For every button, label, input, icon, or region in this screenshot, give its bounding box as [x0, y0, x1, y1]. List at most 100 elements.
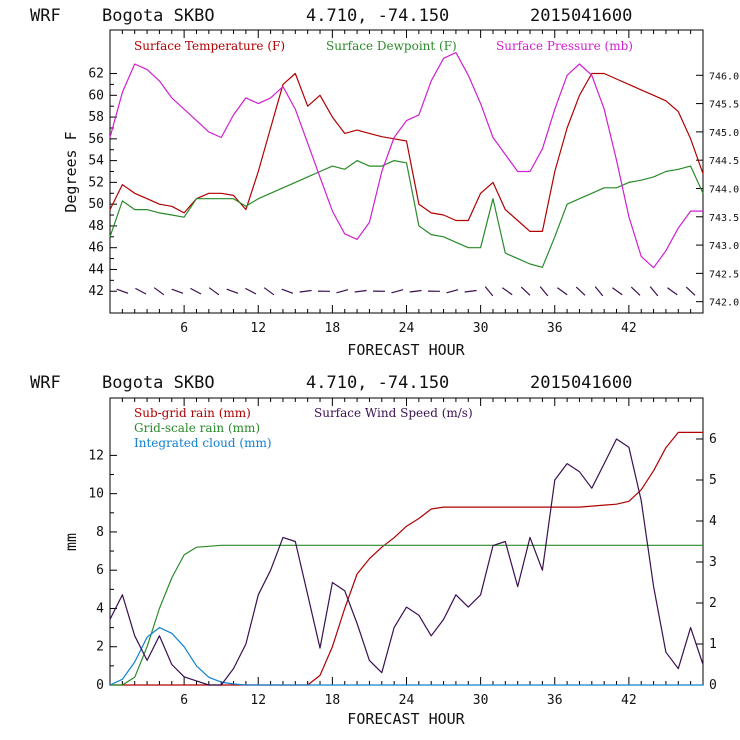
x-tick-label: 6	[180, 321, 188, 336]
wind-barb	[630, 286, 641, 296]
chart-2-xlabel: FORECAST HOUR	[347, 710, 465, 728]
y-tick-label: 4	[96, 601, 104, 616]
wind-barb	[116, 288, 129, 294]
wind-barb	[612, 287, 623, 296]
y-tick-label: 50	[88, 197, 104, 212]
x-tick-label: 18	[325, 321, 341, 336]
wind-barb	[208, 287, 220, 296]
y-tick-label: 10	[88, 487, 104, 502]
y-tick-label: 54	[88, 154, 104, 169]
legend-entry-3: Integrated cloud (mm)	[134, 436, 272, 450]
wind-barb	[153, 287, 165, 296]
wind-barb	[391, 289, 404, 294]
x-tick-label: 12	[250, 693, 266, 708]
wind-barb	[594, 286, 604, 297]
legend-entry-1: Surface Temperature (F)	[134, 39, 285, 53]
series-line-1	[109, 72, 704, 232]
series-line-3	[109, 626, 703, 686]
y2-tick-label: 1	[709, 637, 717, 652]
series-line-4	[109, 438, 704, 686]
wind-barb	[649, 286, 659, 297]
wind-barb	[336, 289, 349, 294]
y-tick-label: 6	[96, 563, 104, 578]
y-tick-label: 0	[96, 678, 104, 693]
legend-entry-3: Surface Pressure (mb)	[496, 39, 633, 53]
wind-barb	[245, 287, 257, 295]
y-tick-label: 52	[88, 175, 104, 190]
x-tick-label: 18	[325, 693, 341, 708]
x-tick-label: 42	[621, 321, 637, 336]
chart-2-coords: 4.710, -74.150	[306, 373, 449, 393]
y2-tick-label: 742.0	[709, 298, 739, 309]
x-tick-label: 42	[621, 693, 637, 708]
chart-2-header: WRF Bogota SKBO 4.710, -74.150 201504160…	[30, 373, 632, 393]
y2-tick-label: 0	[709, 678, 717, 693]
chart-1-site: Bogota SKBO	[102, 6, 215, 26]
chart-1-model: WRF	[30, 6, 61, 26]
y2-tick-label: 4	[709, 514, 717, 529]
y2-tick-label: 745.5	[709, 100, 739, 111]
wind-barb	[575, 286, 586, 296]
wind-barb	[263, 287, 275, 296]
chart-1-ylabel: Degrees F	[62, 131, 80, 212]
chart-1-xlabel: FORECAST HOUR	[347, 341, 465, 359]
y-tick-label: 46	[88, 241, 104, 256]
wind-barb	[685, 286, 696, 296]
legend-entry-2: Surface Dewpoint (F)	[326, 39, 457, 53]
x-tick-label: 6	[180, 693, 188, 708]
wind-barb	[484, 286, 494, 297]
wind-barb	[502, 287, 513, 296]
x-tick-label: 36	[547, 693, 563, 708]
wind-barb	[190, 287, 202, 295]
wind-barb	[464, 289, 477, 293]
wind-barb	[354, 289, 367, 293]
y2-tick-label: 743.5	[709, 213, 739, 224]
y-tick-label: 60	[88, 88, 104, 103]
series-line-2	[110, 544, 703, 686]
y2-tick-label: 3	[709, 555, 717, 570]
y2-tick-label: 744.0	[709, 184, 739, 195]
wind-barb	[539, 286, 549, 297]
legend-entry-4: Surface Wind Speed (m/s)	[314, 406, 473, 420]
wind-barb	[299, 289, 312, 293]
chart-2-model: WRF	[30, 373, 61, 393]
x-tick-label: 36	[547, 321, 563, 336]
chart-2-run: 2015041600	[530, 373, 632, 393]
y-tick-label: 58	[88, 110, 104, 125]
y2-tick-label: 745.0	[709, 128, 739, 139]
legend-entry-2: Grid-scale rain (mm)	[134, 421, 260, 435]
wind-barb	[135, 287, 147, 295]
series-line-1	[110, 431, 703, 686]
wind-barb	[171, 288, 184, 294]
x-tick-label: 24	[399, 693, 415, 708]
y2-tick-label: 746.0	[709, 71, 739, 82]
y-tick-label: 12	[88, 448, 104, 463]
series-line-2	[109, 160, 704, 268]
chart-1-coords: 4.710, -74.150	[306, 6, 449, 26]
chart-1-plot-frame	[109, 29, 704, 314]
chart-2-ylabel: mm	[62, 533, 80, 551]
y-tick-label: 44	[88, 262, 104, 277]
wind-barb	[281, 288, 294, 294]
y2-tick-label: 5	[709, 473, 717, 488]
y-tick-label: 56	[88, 132, 104, 147]
y2-tick-label: 744.5	[709, 156, 739, 167]
wind-barb	[226, 288, 239, 294]
wind-barb	[667, 287, 678, 296]
chart-1-content: 6 12 18 24 30 36 42 42 44 46 48 50 52 54 56 58 60 62 742.0…	[88, 30, 739, 336]
wind-barb	[557, 287, 568, 296]
chart-2-site: Bogota SKBO	[102, 373, 215, 393]
y-tick-label: 62	[88, 67, 104, 82]
y2-tick-label: 2	[709, 596, 717, 611]
y2-tick-label: 743.0	[709, 241, 739, 252]
x-tick-label: 30	[473, 693, 489, 708]
x-tick-label: 24	[399, 321, 415, 336]
wind-barb	[520, 286, 531, 296]
x-tick-label: 30	[473, 321, 489, 336]
legend-entry-1: Sub-grid rain (mm)	[134, 406, 251, 420]
series-line-3	[109, 51, 703, 269]
y-tick-label: 8	[96, 525, 104, 540]
x-tick-label: 12	[250, 321, 266, 336]
